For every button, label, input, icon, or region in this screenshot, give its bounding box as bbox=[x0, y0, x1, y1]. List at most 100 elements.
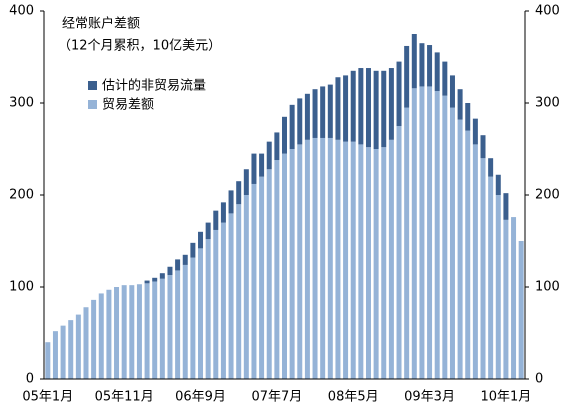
bar-segment bbox=[152, 277, 158, 282]
bar-segment bbox=[327, 137, 333, 379]
bar-segment bbox=[365, 68, 371, 148]
y2-tick-label: 0 bbox=[535, 372, 543, 387]
y2-tick-label: 200 bbox=[535, 188, 560, 203]
bar-segment bbox=[182, 254, 188, 265]
bar-segment bbox=[60, 325, 66, 379]
bar-segment bbox=[213, 229, 219, 379]
bar-segment bbox=[396, 126, 402, 379]
bar-segment bbox=[503, 219, 509, 379]
bar-segment bbox=[358, 144, 364, 379]
bar-segment bbox=[442, 95, 448, 379]
bar-segment bbox=[159, 273, 165, 279]
bar-segment bbox=[114, 287, 120, 379]
bar-segment bbox=[320, 86, 326, 138]
bar-segment bbox=[175, 259, 181, 271]
bar-segment bbox=[129, 285, 135, 379]
bar-segment bbox=[220, 222, 226, 379]
bar-segment bbox=[320, 137, 326, 379]
bar-segment bbox=[457, 119, 463, 379]
bar-segment bbox=[312, 137, 318, 379]
bar-segment bbox=[289, 104, 295, 149]
y-tick-label: 300 bbox=[9, 96, 34, 111]
bar-segment bbox=[304, 139, 310, 379]
bar-segment bbox=[282, 153, 287, 379]
x-tick-label: 08年5月 bbox=[328, 390, 379, 405]
y-tick-label: 400 bbox=[9, 4, 34, 19]
bar-segment bbox=[335, 77, 341, 140]
bar-segment bbox=[381, 70, 387, 148]
bar-segment bbox=[289, 149, 295, 379]
bar-segment bbox=[190, 257, 196, 379]
bar-segment bbox=[411, 34, 417, 89]
x-tick-label: 06年9月 bbox=[175, 390, 226, 405]
bar-segment bbox=[106, 289, 112, 379]
bar-segment bbox=[144, 283, 150, 379]
bar-segment bbox=[213, 210, 219, 230]
x-tick-label: 09年3月 bbox=[404, 390, 455, 405]
bar-segment bbox=[419, 86, 425, 379]
legend-label: 贸易差额 bbox=[102, 98, 154, 113]
bar-segment bbox=[404, 107, 410, 379]
bar-segment bbox=[327, 84, 333, 138]
bar-segment bbox=[297, 98, 303, 145]
bar-segment bbox=[442, 61, 448, 96]
y-tick-label: 0 bbox=[26, 372, 34, 387]
bar-segment bbox=[175, 270, 181, 379]
bar-segment bbox=[274, 160, 280, 379]
bar-segment bbox=[373, 70, 379, 149]
bar-segment bbox=[205, 239, 211, 379]
bar-segment bbox=[457, 89, 463, 120]
bar-segment bbox=[411, 88, 417, 379]
bar-segment bbox=[388, 68, 394, 140]
chart-title: 经常账户差额 bbox=[62, 16, 140, 32]
bar-segment bbox=[365, 147, 371, 379]
bar-segment bbox=[83, 307, 89, 379]
bar-segment bbox=[190, 242, 196, 258]
bar-segment bbox=[381, 147, 387, 379]
bar-segment bbox=[434, 91, 440, 379]
bar-segment bbox=[243, 195, 249, 379]
bar-segment bbox=[98, 293, 104, 379]
y-tick-label: 100 bbox=[9, 280, 34, 295]
bar-segment bbox=[449, 107, 455, 379]
bar-segment bbox=[488, 176, 494, 379]
bar-segment bbox=[144, 280, 150, 284]
bar-segment bbox=[228, 213, 234, 379]
bar-segment bbox=[228, 190, 234, 214]
y-tick-label: 200 bbox=[9, 188, 34, 203]
bar-segment bbox=[259, 176, 265, 379]
bar-segment bbox=[358, 68, 364, 145]
bar-segment bbox=[404, 45, 410, 108]
bar-segment bbox=[266, 141, 272, 170]
bar-segment bbox=[343, 141, 349, 379]
bar-segment bbox=[205, 222, 211, 240]
bar-segment bbox=[251, 183, 257, 379]
legend-swatch bbox=[88, 81, 97, 90]
bar-segment bbox=[136, 284, 142, 379]
bar-segment bbox=[198, 248, 204, 379]
bar-segment bbox=[312, 89, 318, 138]
bar-segment bbox=[465, 103, 471, 131]
bar-segment bbox=[427, 86, 433, 379]
bar-segment bbox=[335, 139, 341, 379]
bar-segment bbox=[159, 278, 165, 379]
bar-segment bbox=[198, 231, 204, 249]
bar-segment bbox=[91, 299, 97, 379]
bar-segment bbox=[182, 264, 188, 379]
bar-segment bbox=[167, 266, 173, 276]
bar-segment bbox=[297, 144, 303, 379]
bar-segment bbox=[304, 93, 310, 140]
bar-segment bbox=[434, 52, 440, 92]
x-tick-label: 05年1月 bbox=[22, 390, 73, 405]
bar-segment bbox=[343, 75, 349, 142]
bar-segment bbox=[75, 314, 81, 379]
bar-segment bbox=[503, 193, 509, 220]
bar-segment bbox=[472, 118, 478, 145]
bar-segment bbox=[167, 275, 173, 379]
bar-segment bbox=[45, 342, 51, 379]
bar-segment bbox=[427, 45, 433, 87]
bar-segment bbox=[495, 195, 501, 379]
bar-segment bbox=[282, 116, 287, 154]
bar-segment bbox=[495, 174, 501, 195]
